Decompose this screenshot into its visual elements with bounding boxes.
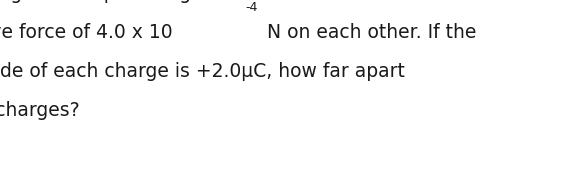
Text: N on each other. If the: N on each other. If the: [261, 23, 477, 42]
Text: are the charges?: are the charges?: [0, 101, 79, 120]
Text: magnitude of each charge is +2.0μC, how far apart: magnitude of each charge is +2.0μC, how …: [0, 62, 405, 81]
Text: attractive force of 4.0 x 10: attractive force of 4.0 x 10: [0, 23, 172, 42]
Text: Two  charges  of  equal  magnitude  exert  an: Two charges of equal magnitude exert an: [0, 0, 346, 3]
Text: -4: -4: [245, 1, 258, 14]
